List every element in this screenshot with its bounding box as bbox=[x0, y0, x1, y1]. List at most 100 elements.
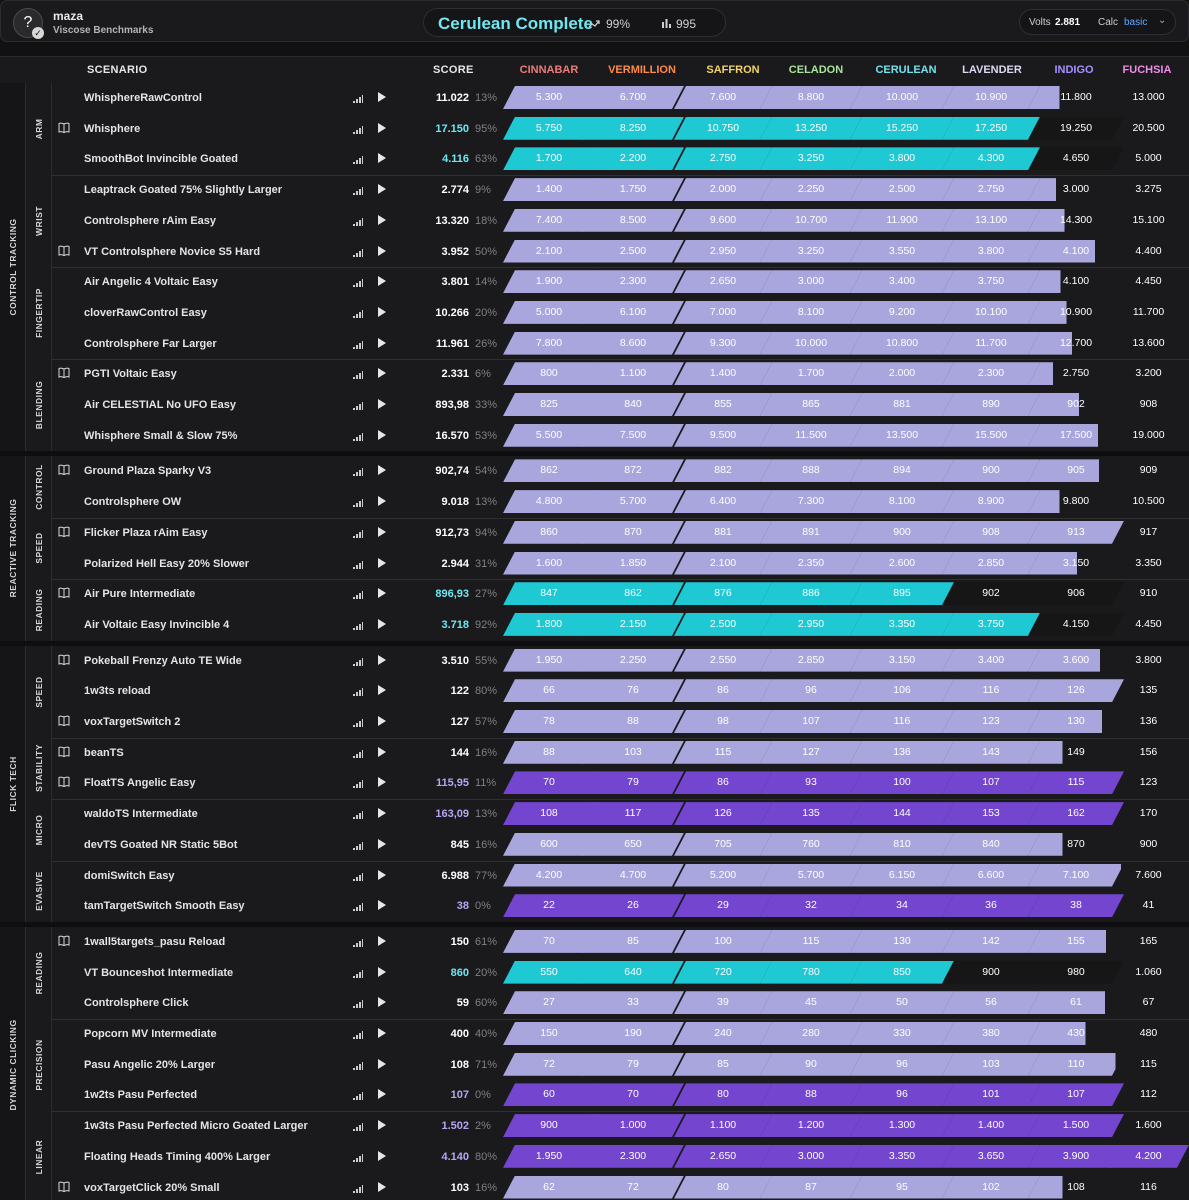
guide-book-icon[interactable] bbox=[58, 746, 70, 757]
leaderboard-icon[interactable] bbox=[353, 999, 363, 1009]
scenario-row[interactable]: SmoothBot Invincible Goated 4.116 63% 1.700… bbox=[52, 144, 1189, 174]
leaderboard-icon[interactable] bbox=[353, 248, 363, 257]
guide-book-icon[interactable] bbox=[58, 122, 70, 133]
scenario-row[interactable]: beanTS 144 16% 88 103 115 127 136 143 149 156 bbox=[52, 738, 1189, 768]
scenario-row[interactable]: VT Bounceshot Intermediate 860 20% 550 640 72… bbox=[52, 958, 1189, 988]
leaderboard-icon[interactable] bbox=[353, 155, 363, 165]
scenario-row[interactable]: Controlsphere Far Larger 11.961 26% 7.800 8.… bbox=[52, 329, 1189, 359]
play-icon[interactable] bbox=[378, 997, 386, 1008]
leaderboard-icon[interactable] bbox=[353, 1153, 363, 1162]
play-icon[interactable] bbox=[378, 1058, 386, 1069]
play-icon[interactable] bbox=[378, 465, 386, 476]
leaderboard-icon[interactable] bbox=[353, 657, 363, 666]
leaderboard-icon[interactable] bbox=[353, 687, 363, 697]
leaderboard-icon[interactable] bbox=[353, 560, 363, 569]
scenario-row[interactable]: Air Voltaic Easy Invincible 4 3.718 92% 1.8… bbox=[52, 610, 1189, 640]
help-avatar-icon[interactable]: ? ✓ bbox=[13, 8, 44, 39]
leaderboard-icon[interactable] bbox=[353, 370, 363, 380]
leaderboard-icon[interactable] bbox=[353, 94, 363, 103]
play-icon[interactable] bbox=[378, 685, 386, 696]
scenario-row[interactable]: Polarized Hell Easy 20% Slower 2.944 31% 1.… bbox=[52, 549, 1189, 579]
leaderboard-icon[interactable] bbox=[353, 621, 363, 630]
scenario-row[interactable]: Air Angelic 4 Voltaic Easy 3.801 14% 1.900 2… bbox=[52, 267, 1189, 297]
play-icon[interactable] bbox=[378, 276, 386, 287]
play-icon[interactable] bbox=[378, 777, 386, 788]
leaderboard-icon[interactable] bbox=[353, 1030, 363, 1039]
scenario-row[interactable]: Whisphere 17.150 95% 5.750 8.250 10.750 13.250… bbox=[52, 114, 1189, 144]
play-icon[interactable] bbox=[378, 746, 386, 757]
play-icon[interactable] bbox=[378, 900, 386, 911]
leaderboard-icon[interactable] bbox=[353, 969, 363, 978]
leaderboard-icon[interactable] bbox=[353, 1061, 363, 1070]
scenario-row[interactable]: cloverRawControl Easy 10.266 20% 5.000 6.100… bbox=[52, 298, 1189, 328]
play-icon[interactable] bbox=[378, 526, 386, 537]
leaderboard-icon[interactable] bbox=[353, 278, 363, 288]
leaderboard-icon[interactable] bbox=[353, 872, 363, 881]
guide-book-icon[interactable] bbox=[58, 935, 70, 946]
play-icon[interactable] bbox=[378, 92, 386, 102]
scenario-row[interactable]: 1w2ts Pasu Perfected 107 0% 60 70 80 88 96 101 10… bbox=[52, 1080, 1189, 1110]
scenario-row[interactable]: Pokeball Frenzy Auto TE Wide 3.510 55% 1.95… bbox=[52, 646, 1189, 676]
play-icon[interactable] bbox=[378, 869, 386, 880]
leaderboard-icon[interactable] bbox=[353, 749, 363, 758]
scenario-row[interactable]: Controlsphere rAim Easy 13.320 18% 7.400 8.5… bbox=[52, 206, 1189, 236]
leaderboard-icon[interactable] bbox=[353, 810, 363, 820]
guide-book-icon[interactable] bbox=[58, 654, 70, 665]
play-icon[interactable] bbox=[378, 1120, 386, 1131]
play-icon[interactable] bbox=[378, 716, 386, 726]
scenario-row[interactable]: devTS Goated NR Static 5Bot 845 16% 600 650 7… bbox=[52, 830, 1189, 860]
leaderboard-icon[interactable] bbox=[353, 125, 363, 134]
guide-book-icon[interactable] bbox=[58, 1181, 70, 1192]
scenario-row[interactable]: PGTI Voltaic Easy 2.331 6% 800 1.100 1.400 1.7… bbox=[52, 359, 1189, 389]
play-icon[interactable] bbox=[378, 306, 386, 317]
leaderboard-icon[interactable] bbox=[353, 401, 363, 410]
leaderboard-icon[interactable] bbox=[353, 718, 363, 727]
scenario-row[interactable]: Whisphere Small & Slow 75% 16.570 53% 5.500… bbox=[52, 421, 1189, 451]
guide-book-icon[interactable] bbox=[58, 587, 70, 599]
leaderboard-icon[interactable] bbox=[353, 902, 363, 912]
scenario-row[interactable]: 1w3ts Pasu Perfected Micro Goated Larger… bbox=[52, 1111, 1189, 1141]
scenario-row[interactable]: Leaptrack Goated 75% Slightly Larger 2.77… bbox=[52, 175, 1189, 205]
chevron-down-icon[interactable]: ⌄ bbox=[1158, 15, 1167, 26]
play-icon[interactable] bbox=[378, 153, 386, 164]
scenario-row[interactable]: Air Pure Intermediate 896,93 27% 847 862 876 8… bbox=[52, 579, 1189, 609]
scenario-row[interactable]: voxTargetClick 20% Small 103 16% 62 72 80 87 95… bbox=[52, 1173, 1189, 1200]
scenario-row[interactable]: voxTargetSwitch 2 127 57% 78 88 98 107 116 123 13… bbox=[52, 707, 1189, 737]
guide-book-icon[interactable] bbox=[58, 464, 70, 476]
scenario-row[interactable]: waldoTS Intermediate 163,09 13% 108 117 126 13… bbox=[52, 799, 1189, 829]
guide-book-icon[interactable] bbox=[58, 715, 70, 727]
leaderboard-icon[interactable] bbox=[353, 467, 363, 477]
leaderboard-icon[interactable] bbox=[353, 1184, 363, 1193]
play-icon[interactable] bbox=[378, 654, 386, 665]
play-icon[interactable] bbox=[378, 429, 386, 440]
scenario-row[interactable]: FloatTS Angelic Easy 115,95 11% 70 79 86 93 100… bbox=[52, 768, 1189, 798]
play-icon[interactable] bbox=[378, 122, 386, 133]
scenario-row[interactable]: Floating Heads Timing 400% Larger 4.140 80… bbox=[52, 1142, 1189, 1172]
play-icon[interactable] bbox=[378, 966, 386, 977]
scenario-row[interactable]: 1wall5targets_pasu Reload 150 61% 70 85 100 11… bbox=[52, 927, 1189, 957]
scenario-row[interactable]: 1w3ts reload 122 80% 66 76 86 96 106 116 126 135 bbox=[52, 676, 1189, 706]
scenario-row[interactable]: Popcorn MV Intermediate 400 40% 150 190 240 28… bbox=[52, 1019, 1189, 1049]
play-icon[interactable] bbox=[378, 1181, 386, 1192]
scenario-row[interactable]: tamTargetSwitch Smooth Easy 38 0% 22 26 29 32 3… bbox=[52, 891, 1189, 921]
play-icon[interactable] bbox=[378, 618, 386, 629]
leaderboard-icon[interactable] bbox=[353, 309, 363, 318]
play-icon[interactable] bbox=[378, 935, 386, 946]
play-icon[interactable] bbox=[378, 838, 386, 849]
scenario-row[interactable]: Controlsphere Click 59 60% 27 33 39 45 50 56 61 67 bbox=[52, 988, 1189, 1018]
scenario-row[interactable]: domiSwitch Easy 6.988 77% 4.200 4.700 5.200 5.… bbox=[52, 861, 1189, 891]
leaderboard-icon[interactable] bbox=[353, 938, 363, 947]
play-icon[interactable] bbox=[378, 1028, 386, 1038]
leaderboard-icon[interactable] bbox=[353, 340, 363, 349]
guide-book-icon[interactable] bbox=[58, 776, 70, 788]
leaderboard-icon[interactable] bbox=[353, 186, 363, 196]
play-icon[interactable] bbox=[378, 557, 386, 568]
leaderboard-icon[interactable] bbox=[353, 590, 363, 600]
leaderboard-icon[interactable] bbox=[353, 1091, 363, 1101]
scenario-row[interactable]: Ground Plaza Sparky V3 902,74 54% 862 872 882… bbox=[52, 456, 1189, 486]
scenario-row[interactable]: Flicker Plaza rAim Easy 912,73 94% 860 870 88… bbox=[52, 518, 1189, 548]
play-icon[interactable] bbox=[378, 184, 386, 195]
scenario-row[interactable]: WhisphereRawControl 11.022 13% 5.300 6.700 7.… bbox=[52, 83, 1189, 113]
scenario-row[interactable]: VT Controlsphere Novice S5 Hard 3.952 50% 2… bbox=[52, 237, 1189, 267]
play-icon[interactable] bbox=[378, 368, 386, 379]
